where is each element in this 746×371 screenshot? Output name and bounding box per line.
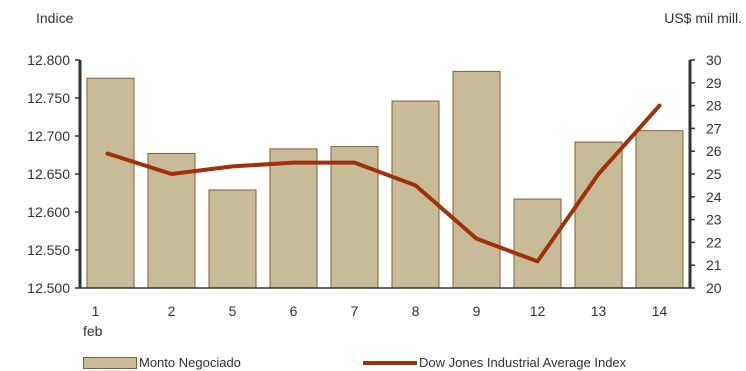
right-tick-label: 29 <box>706 75 722 91</box>
right-tick-label: 23 <box>706 212 722 228</box>
bar-1 <box>86 77 135 289</box>
legend-item-bar: Monto Negociado <box>83 355 241 370</box>
x-tick-label-14: 14 <box>652 303 668 319</box>
x-tick-label-8: 8 <box>412 303 420 319</box>
left-tick-label: 12.500 <box>27 280 70 296</box>
bar-5 <box>208 189 257 289</box>
x-sublabel: feb <box>83 323 103 339</box>
left-tick-label: 12.800 <box>27 52 70 68</box>
right-tick-label: 20 <box>706 280 722 296</box>
bar-14 <box>635 130 684 289</box>
right-tick-label: 27 <box>706 120 722 136</box>
left-tick-label: 12.600 <box>27 204 70 220</box>
x-tick-label-12: 12 <box>530 303 546 319</box>
right-tick-label: 30 <box>706 52 722 68</box>
right-axis-title: US$ mil mill. <box>664 10 742 26</box>
right-tick-label: 26 <box>706 143 722 159</box>
right-tick-label: 25 <box>706 166 722 182</box>
right-tick-label: 21 <box>706 257 722 273</box>
right-tick-label: 28 <box>706 98 722 114</box>
x-tick-label-5: 5 <box>229 303 237 319</box>
x-tick-label-2: 2 <box>168 303 176 319</box>
right-tick-label: 22 <box>706 234 722 250</box>
left-tick-label: 12.550 <box>27 242 70 258</box>
legend-item-line: Dow Jones Industrial Average Index <box>363 355 626 370</box>
x-tick-label-9: 9 <box>473 303 481 319</box>
left-tick-label: 12.700 <box>27 128 70 144</box>
bar-13 <box>574 141 623 289</box>
left-axis-title: Indice <box>36 10 74 26</box>
dow-jones-line <box>105 103 662 264</box>
legend-line-label: Dow Jones Industrial Average Index <box>419 355 627 370</box>
legend-bar-swatch <box>83 356 137 369</box>
left-tick-label: 12.750 <box>27 90 70 106</box>
legend-line-swatch <box>363 360 417 365</box>
bar-8 <box>391 100 440 289</box>
left-tick-label: 12.650 <box>27 166 70 182</box>
bar-6 <box>269 148 318 289</box>
x-tick-label-7: 7 <box>351 303 359 319</box>
bar-12 <box>513 198 562 289</box>
x-tick-label-13: 13 <box>591 303 607 319</box>
right-tick-label: 24 <box>706 189 722 205</box>
x-tick-label-1: 1 <box>92 303 100 319</box>
x-tick-label-6: 6 <box>290 303 298 319</box>
bar-9 <box>452 70 501 289</box>
legend-bar-label: Monto Negociado <box>139 355 241 370</box>
